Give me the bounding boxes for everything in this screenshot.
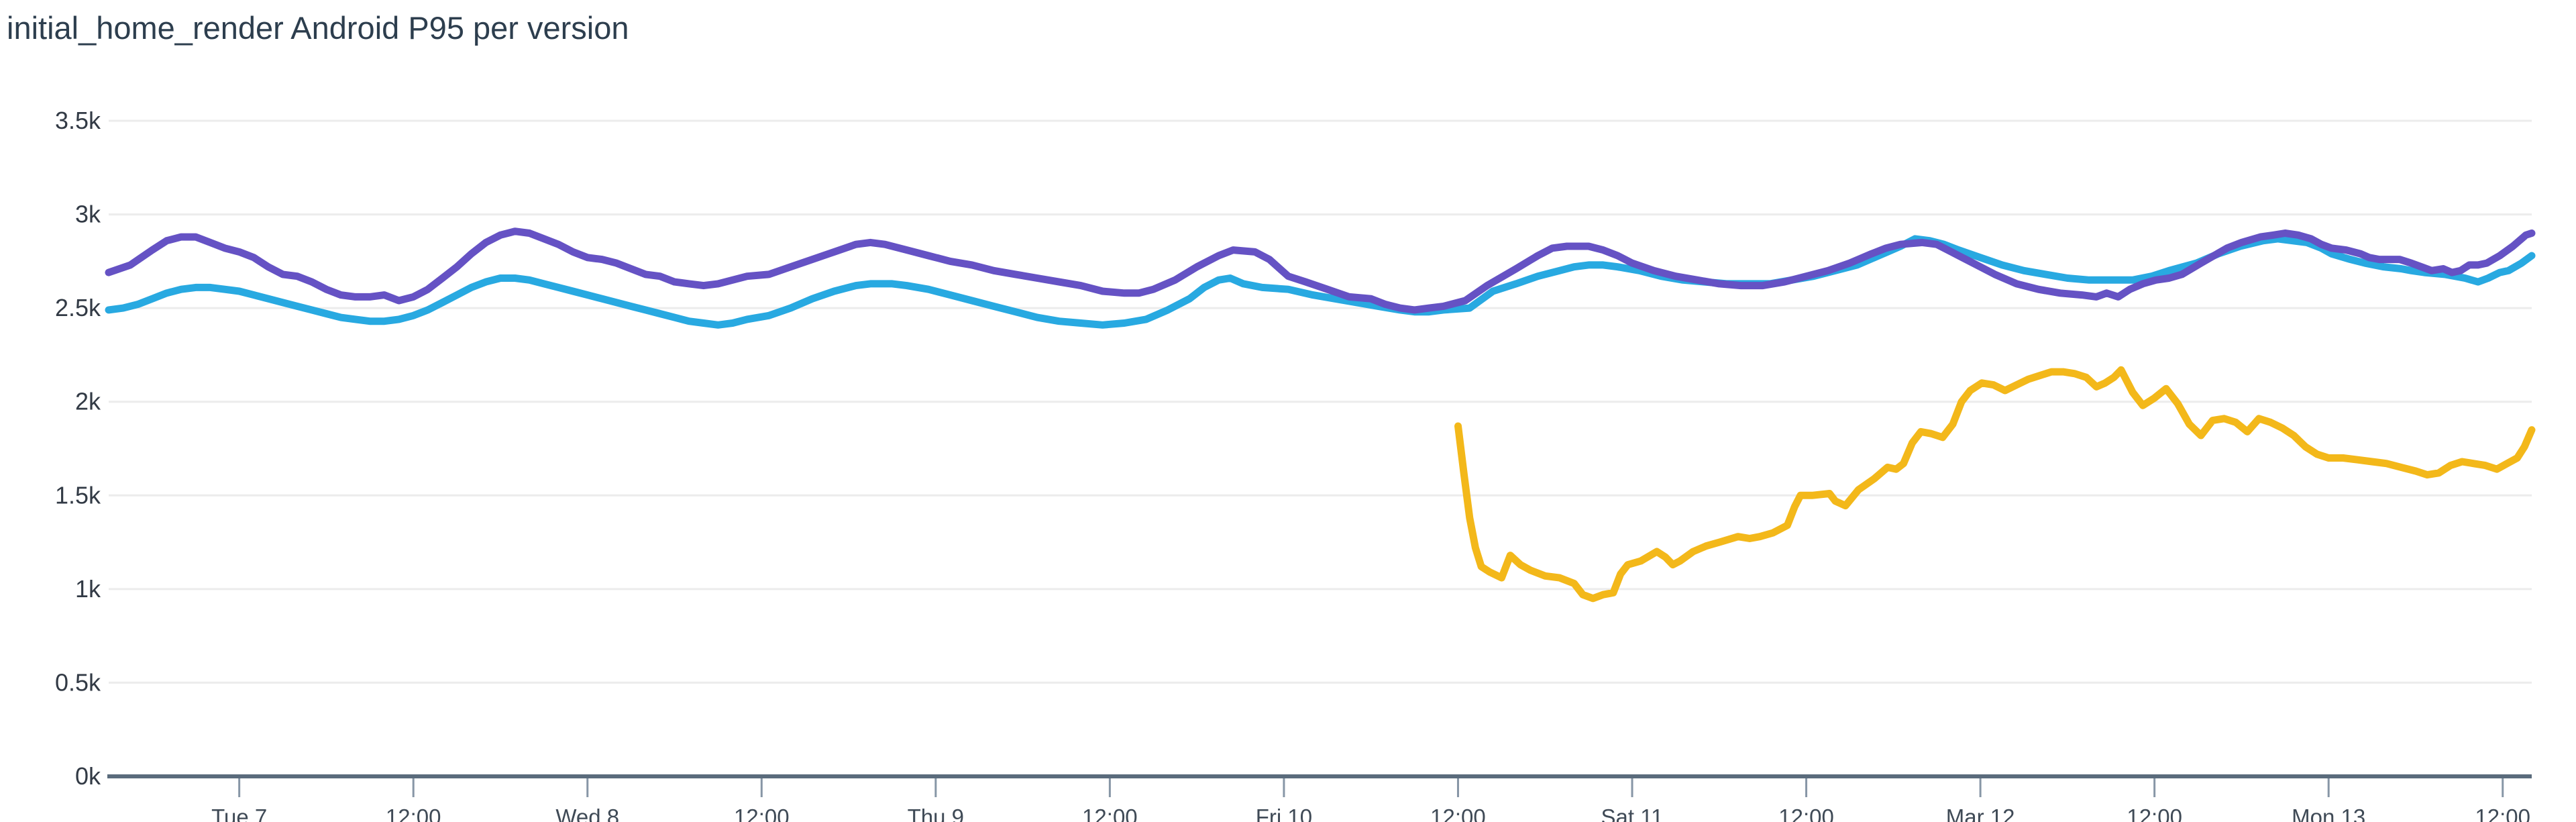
series-line-version-blue xyxy=(105,235,2536,329)
y-axis-label-2k: 2k xyxy=(75,388,101,415)
y-axis-label-0.5k: 0.5k xyxy=(55,668,101,696)
x-axis-label-Mar 12: Mar 12 xyxy=(1946,805,2015,822)
y-axis-label-1.5k: 1.5k xyxy=(55,481,101,509)
chart-title: initial_home_render Android P95 per vers… xyxy=(7,10,629,46)
x-axis-label-Sat 11: Sat 11 xyxy=(1601,805,1664,822)
x-axis-label-Wed 8: Wed 8 xyxy=(555,805,619,822)
y-axis-label-1k: 1k xyxy=(75,575,101,603)
x-axis-label-12:00: 12:00 xyxy=(2475,805,2530,822)
y-axis-label-3.5k: 3.5k xyxy=(55,107,101,134)
y-axis-label-0k: 0k xyxy=(75,762,101,790)
y-axis-label-2.5k: 2.5k xyxy=(55,294,101,321)
x-axis-label-12:00: 12:00 xyxy=(1430,805,1486,822)
x-axis-label-12:00: 12:00 xyxy=(734,805,790,822)
x-axis-label-Mon 13: Mon 13 xyxy=(2292,805,2365,822)
x-axis-label-12:00: 12:00 xyxy=(2127,805,2182,822)
y-axis-label-3k: 3k xyxy=(75,201,101,228)
series-line-version-yellow xyxy=(1454,366,2536,603)
series-line-version-purple xyxy=(105,227,2536,314)
x-axis-label-Fri 10: Fri 10 xyxy=(1256,805,1312,822)
x-axis-label-Thu 9: Thu 9 xyxy=(908,805,964,822)
x-axis-label-12:00: 12:00 xyxy=(386,805,441,822)
x-axis-label-Tue 7: Tue 7 xyxy=(211,805,267,822)
x-axis-label-12:00: 12:00 xyxy=(1778,805,1834,822)
x-axis-label-12:00: 12:00 xyxy=(1082,805,1138,822)
